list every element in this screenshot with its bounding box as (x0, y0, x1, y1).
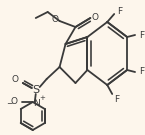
Text: −: − (6, 99, 12, 109)
Text: F: F (139, 68, 145, 77)
Text: O: O (92, 13, 99, 21)
Text: S: S (32, 85, 39, 95)
Text: O: O (51, 14, 58, 23)
Text: +: + (40, 95, 46, 101)
Text: F: F (115, 95, 120, 104)
Text: F: F (139, 31, 145, 40)
Text: O: O (11, 75, 18, 84)
Text: F: F (118, 8, 123, 16)
Text: O: O (10, 97, 17, 105)
Text: N: N (33, 99, 40, 107)
